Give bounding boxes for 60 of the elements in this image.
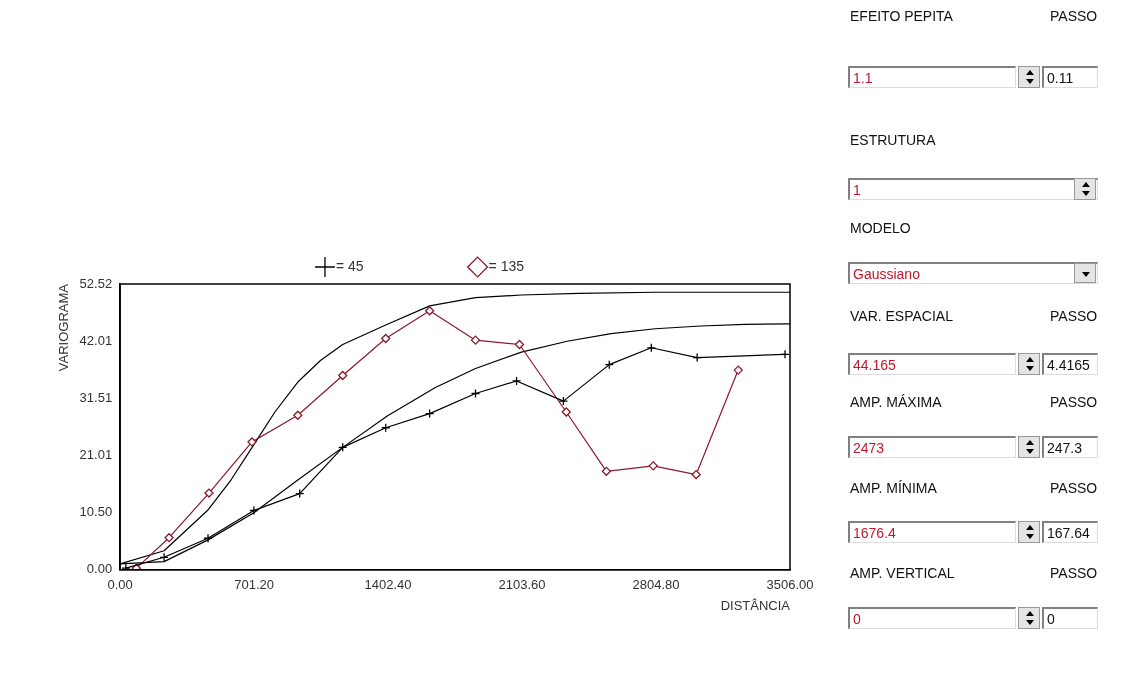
point — [733, 365, 743, 375]
legend-label: = 135 — [488, 257, 525, 274]
text-field: 0.11 — [1042, 66, 1098, 88]
y-tick-label: 42.01 — [79, 332, 113, 348]
point — [691, 469, 701, 480]
text: VAR. ESPACIAL — [850, 308, 953, 324]
x-tick-label: 2103.60 — [498, 577, 546, 593]
point — [425, 306, 435, 316]
text: EFEITO PEPITA — [850, 8, 953, 24]
point — [511, 376, 522, 386]
text-field: 247.3 — [1042, 436, 1098, 458]
text-field: 1.1 — [848, 66, 1016, 88]
point — [293, 410, 303, 420]
y-tick-label: 10.50 — [79, 504, 113, 520]
text: AMP. VERTICAL — [850, 565, 955, 581]
text: PASSO — [1050, 394, 1098, 410]
x-tick-label: 3506.00 — [766, 577, 814, 593]
point — [561, 407, 571, 417]
text: PASSO — [1050, 480, 1098, 496]
text-field: 167.64 — [1042, 521, 1098, 543]
x-tick-label: 0.00 — [107, 577, 133, 593]
legend-label: = 45 — [335, 257, 364, 274]
y-axis-title: VARIOGRAMA — [56, 283, 72, 372]
text-field: 44.165 — [848, 353, 1016, 375]
text-field: 1 — [848, 178, 1098, 200]
point — [164, 533, 174, 543]
text: AMP. MÍNIMA — [850, 480, 937, 496]
point — [780, 349, 790, 359]
point — [338, 370, 348, 381]
y-tick-label: 52.52 — [79, 275, 113, 291]
text: PASSO — [1050, 8, 1098, 24]
y-tick-label: 31.51 — [79, 389, 113, 405]
point — [601, 466, 612, 476]
text: MODELO — [850, 220, 911, 236]
point — [558, 396, 569, 406]
text: AMP. MÁXIMA — [850, 394, 942, 410]
point — [381, 333, 391, 344]
x-tick-label: 1402.40 — [364, 577, 412, 593]
x-axis-title: DISTÂNCIA — [720, 597, 791, 613]
text: ESTRUTURA — [850, 132, 936, 148]
text-field: 2473 — [848, 436, 1016, 458]
point — [159, 552, 169, 562]
point — [470, 335, 481, 345]
text-field: 0 — [1042, 607, 1098, 629]
text-field: Gaussiano — [848, 262, 1098, 284]
point — [692, 352, 702, 363]
text-field: 1676.4 — [848, 521, 1016, 543]
point — [204, 488, 214, 498]
y-tick-label: 21.01 — [79, 447, 113, 463]
x-tick-label: 701.20 — [234, 577, 274, 593]
text: PASSO — [1050, 565, 1098, 581]
text-field: 4.4165 — [1042, 353, 1098, 375]
y-tick-label: 0.00 — [86, 561, 113, 577]
point — [203, 533, 213, 543]
x-tick-label: 2804.80 — [632, 577, 680, 593]
point — [249, 505, 259, 516]
text: PASSO — [1050, 308, 1098, 324]
text-field: 0 — [848, 607, 1016, 629]
point — [648, 461, 658, 471]
point — [247, 437, 257, 447]
